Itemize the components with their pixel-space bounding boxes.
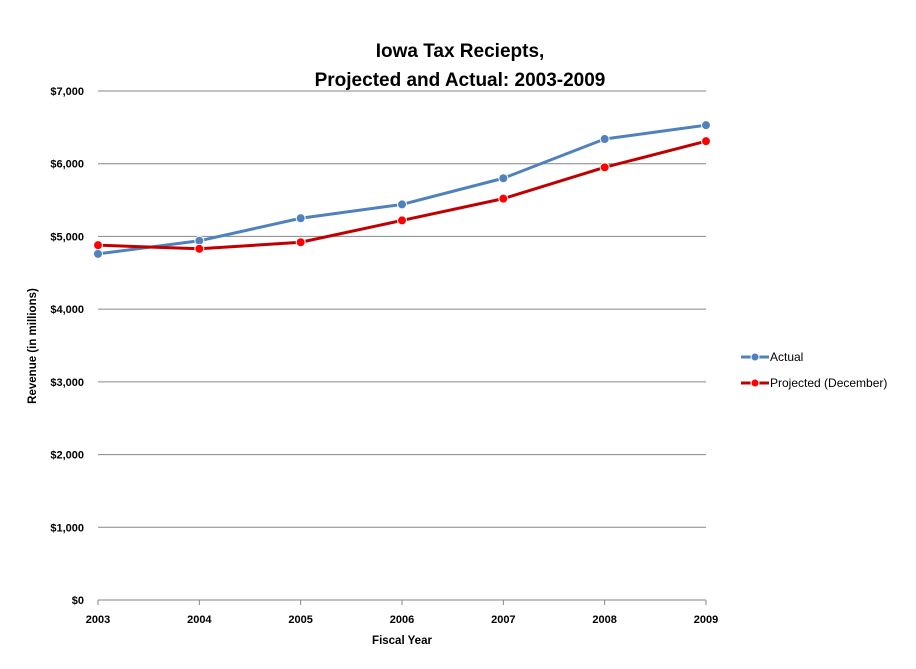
data-point-projected-december [701, 136, 711, 147]
chart-title-line-2: Projected and Actual: 2003-2009 [315, 70, 606, 91]
x-tick-label: 2004 [187, 614, 212, 626]
data-point-actual [397, 199, 407, 210]
y-tick-label: $1,000 [50, 522, 84, 534]
data-point-actual [599, 133, 610, 144]
y-tick-label: $2,000 [50, 450, 84, 462]
data-point-actual [93, 248, 103, 259]
series-line-actual [97, 123, 707, 256]
x-tick-label: 2009 [694, 614, 718, 626]
y-tick-label: $7,000 [50, 86, 84, 98]
legend-marker-projected-december [750, 378, 760, 388]
legend-marker-actual [750, 352, 760, 362]
series-line-projected-december [97, 139, 707, 251]
data-point-projected-december [295, 237, 306, 248]
data-point-projected-december [93, 240, 103, 251]
data-point-actual [295, 213, 306, 224]
chart-title-line-1: Iowa Tax Reciepts, [376, 41, 545, 62]
data-point-actual [498, 173, 509, 184]
x-tick-label: 2005 [288, 614, 312, 626]
y-tick-label: $4,000 [50, 304, 84, 316]
x-axis-label: Fiscal Year [372, 635, 432, 647]
data-point-projected-december [397, 215, 407, 226]
y-tick-label: $3,000 [50, 377, 84, 389]
y-tick-label: $5,000 [50, 231, 84, 243]
x-tick-label: 2007 [491, 614, 515, 626]
data-point-actual [701, 120, 711, 131]
legend-label-projected-december: Projected (December) [770, 376, 887, 390]
data-point-projected-december [498, 193, 509, 204]
y-axis-label: Revenue (in millions) [27, 288, 39, 404]
x-tick-label: 2006 [390, 614, 414, 626]
data-point-projected-december [194, 243, 205, 254]
data-point-projected-december [599, 162, 610, 173]
x-tick-label: 2008 [592, 614, 616, 626]
legend-label-actual: Actual [770, 350, 803, 364]
y-tick-label: $0 [72, 595, 84, 607]
y-tick-label: $6,000 [50, 159, 84, 171]
x-tick-label: 2003 [86, 614, 110, 626]
